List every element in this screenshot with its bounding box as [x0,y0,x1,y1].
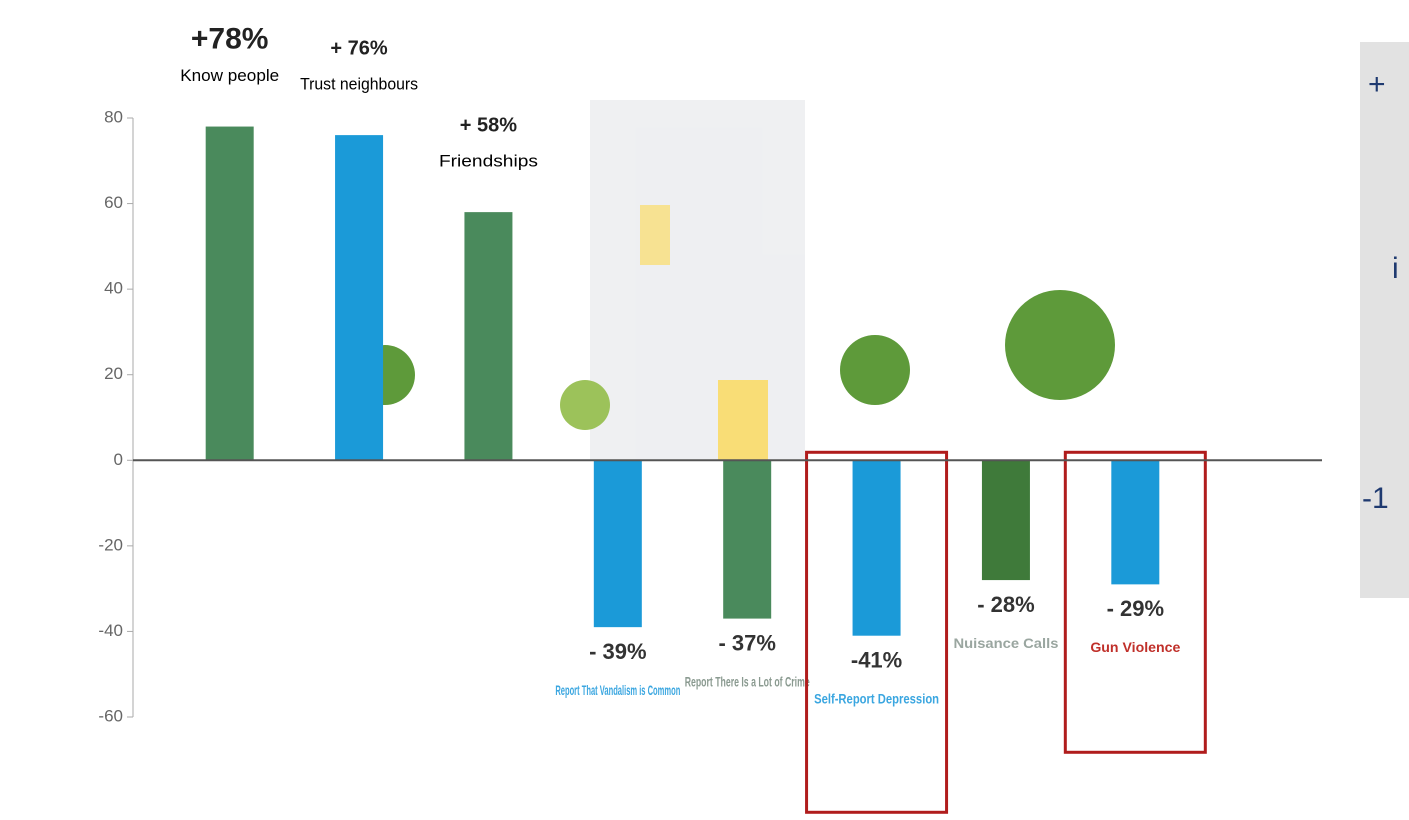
y-tick-label: -20 [98,535,123,554]
value-label: - 29% [1107,596,1164,621]
category-label: Nuisance Calls [953,635,1058,651]
bar [723,460,771,618]
window [640,205,670,265]
y-tick-label: 0 [114,450,123,469]
value-label: - 28% [977,592,1034,617]
tree [840,335,910,405]
category-label: Gun Violence [1090,639,1180,655]
building [590,100,805,460]
category-label: Self-Report Depression [814,690,939,706]
bar [1111,460,1159,584]
bar [853,460,901,635]
bar [594,460,642,627]
chart: + i -1 -60 -40 -20 0 20 40 60 80 +78% Know people… [0,0,1409,815]
y-tick-label: -60 [98,706,123,725]
value-label: + 58% [460,114,517,136]
door [718,380,768,460]
side-panel-text: + [1368,68,1386,101]
value-label: - 39% [589,639,646,664]
side-panel-text: i [1392,252,1399,285]
y-tick-label: 20 [104,364,123,383]
y-tick-label: 80 [104,107,123,126]
tree [560,380,610,430]
category-label: Report There Is a Lot of Crime [685,673,810,689]
category-label: Friendships [439,152,538,171]
building-body [590,100,805,460]
bar [982,460,1030,580]
bar [206,127,254,461]
category-label: Trust neighbours [300,75,418,94]
category-label: Report That Vandalism is Common [555,682,680,698]
tree [1005,290,1115,400]
y-tick-label: -40 [98,621,123,640]
value-label: + 76% [330,37,387,59]
y-tick-label: 60 [104,193,123,212]
y-tick-label: 40 [104,279,123,298]
value-label: +78% [191,22,269,55]
value-label: - 37% [718,630,775,655]
value-label: -41% [851,648,902,673]
side-panel-text: -1 [1362,482,1389,515]
category-label: Know people [180,66,279,85]
bar [464,212,512,460]
bar [335,135,383,460]
